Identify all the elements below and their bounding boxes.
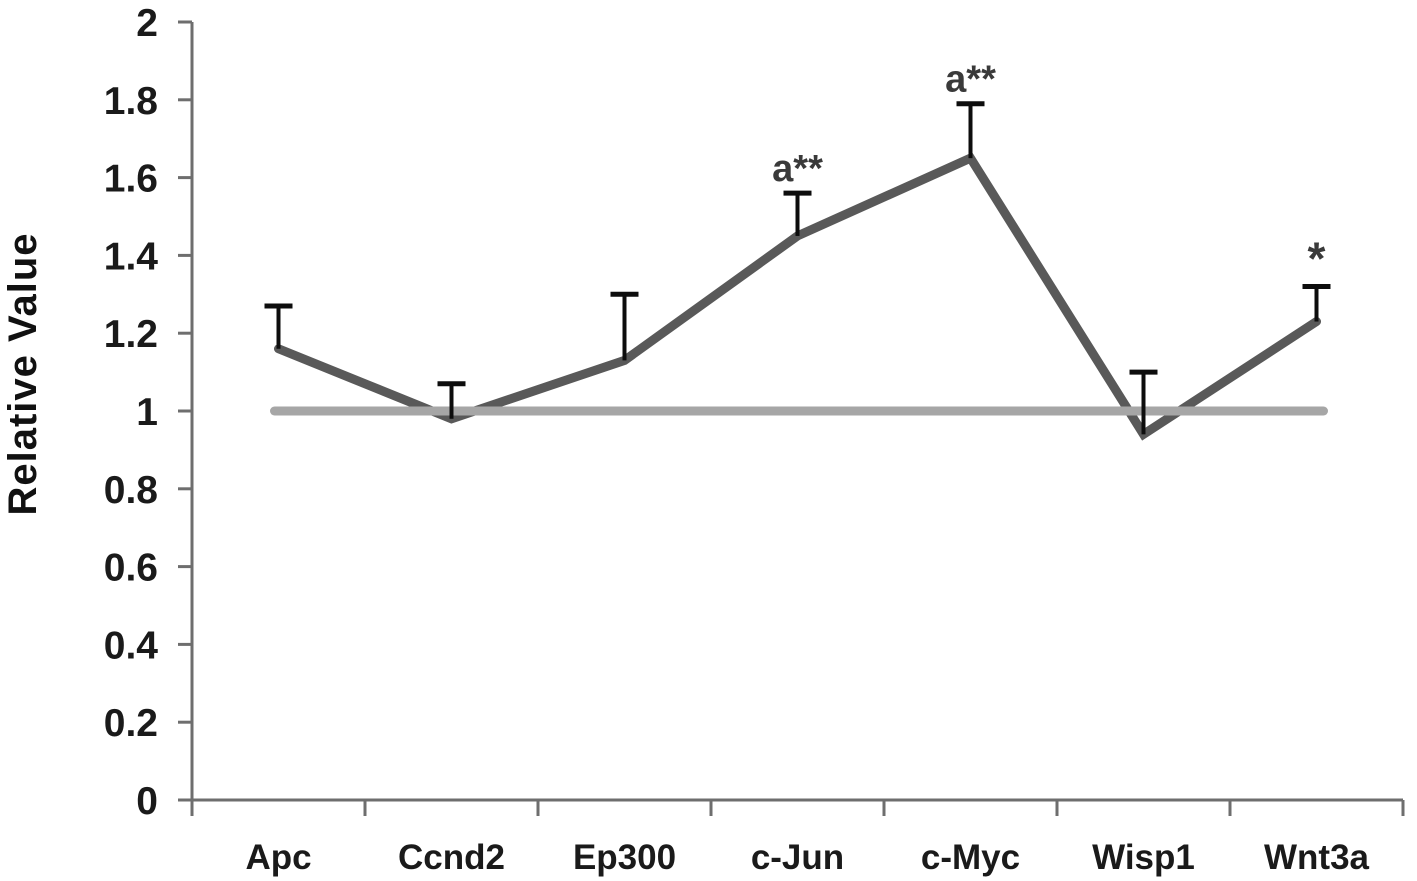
x-category-label: Wisp1 (1092, 838, 1195, 877)
significance-annotation: a** (945, 59, 996, 101)
axes (178, 20, 1405, 816)
x-category-labels: Apc Ccnd2 Ep300 c-Jun c-Myc Wisp1 Wnt3a (245, 838, 1369, 877)
y-tick-label: 1.4 (104, 235, 159, 278)
x-category-label: Wnt3a (1264, 838, 1370, 877)
y-tick-label: 0.4 (104, 624, 159, 667)
y-tick-label: 0.2 (104, 702, 158, 745)
x-category-label: c-Jun (751, 838, 844, 877)
x-category-label: Ep300 (573, 838, 676, 877)
x-category-label: Apc (245, 838, 311, 877)
error-bars (264, 101, 1331, 435)
y-tick-label: 1.6 (104, 158, 158, 201)
significance-annotation: * (1308, 233, 1326, 285)
y-tick-label: 2 (136, 2, 158, 45)
y-tick-label: 0 (136, 780, 158, 823)
significance-annotation: a** (772, 148, 823, 190)
x-category-label: c-Myc (921, 838, 1020, 877)
y-tick-label: 1.8 (104, 80, 158, 123)
y-tick-label: 0.6 (104, 547, 158, 590)
x-category-label: Ccnd2 (398, 838, 505, 877)
y-tick-label: 0.8 (104, 469, 158, 512)
y-tick-labels: 0 0.2 0.4 0.6 0.8 1 1.2 1.4 1.6 1.8 2 (104, 2, 159, 823)
annotations: a** a** * (772, 59, 1325, 285)
y-axis-title: Relative Value (1, 232, 45, 515)
y-tick-label: 1.2 (104, 313, 158, 356)
y-tick-label: 1 (136, 391, 158, 434)
